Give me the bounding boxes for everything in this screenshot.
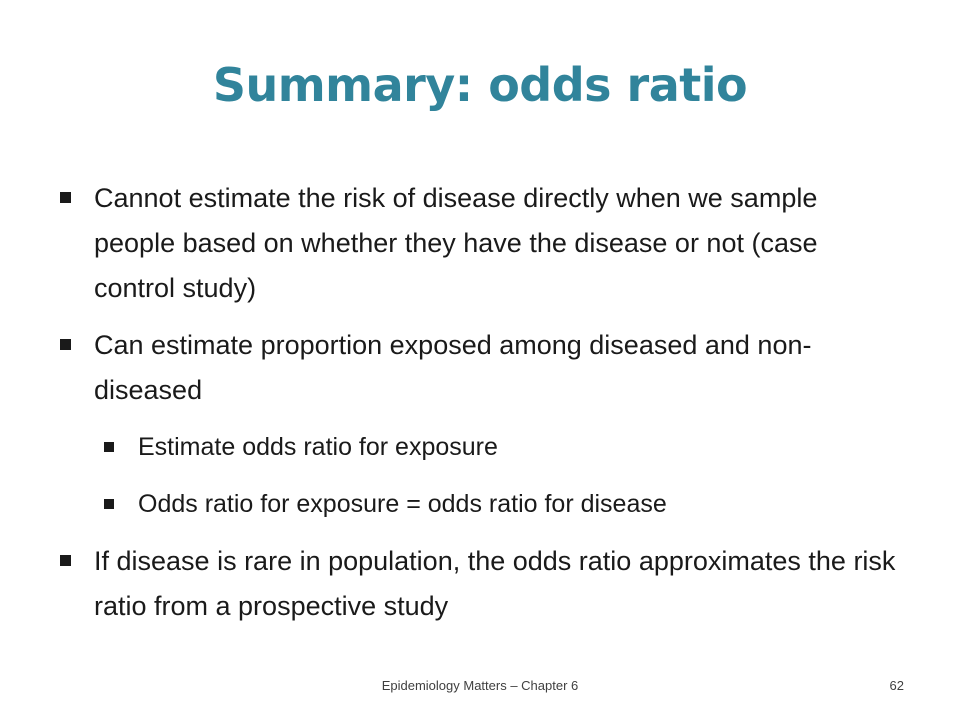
square-bullet-icon	[60, 339, 71, 350]
slide-title: Summary: odds ratio	[212, 58, 748, 112]
page-number: 62	[889, 678, 904, 693]
bullet-list: Cannot estimate the risk of disease dire…	[58, 176, 900, 641]
bullet-item: Can estimate proportion exposed among di…	[58, 323, 900, 413]
square-bullet-icon	[60, 555, 71, 566]
square-bullet-icon	[104, 499, 114, 509]
bullet-text: Can estimate proportion exposed among di…	[94, 330, 812, 405]
bullet-text: Cannot estimate the risk of disease dire…	[94, 183, 818, 303]
sub-bullet-item: Odds ratio for exposure = odds ratio for…	[102, 482, 900, 527]
bullet-item: Cannot estimate the risk of disease dire…	[58, 176, 900, 311]
square-bullet-icon	[60, 192, 71, 203]
sub-bullet-text: Estimate odds ratio for exposure	[138, 433, 498, 461]
square-bullet-icon	[104, 442, 114, 452]
bullet-item: If disease is rare in population, the od…	[58, 539, 900, 629]
sub-bullet-item: Estimate odds ratio for exposure	[102, 425, 900, 470]
sub-bullet-text: Odds ratio for exposure = odds ratio for…	[138, 490, 667, 518]
bullet-text: If disease is rare in population, the od…	[94, 546, 896, 621]
footer-text: Epidemiology Matters – Chapter 6	[381, 678, 579, 693]
